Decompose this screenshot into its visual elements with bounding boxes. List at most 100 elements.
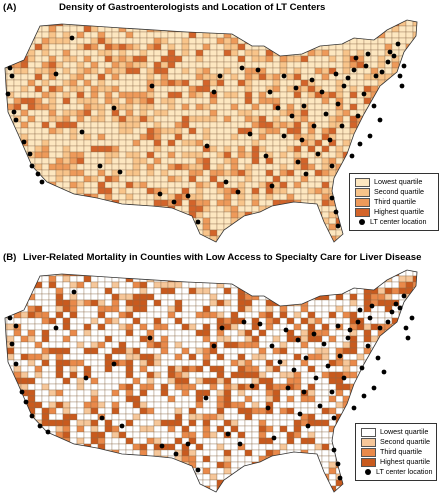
legend-label-second: Second quartile [374, 187, 424, 196]
lt-center-marker [385, 59, 391, 65]
lt-center-marker [9, 73, 15, 79]
lt-center-marker [351, 67, 357, 73]
lt-center-marker [395, 41, 401, 47]
swatch-highest [355, 207, 370, 217]
legend-label-highest: Highest quartile [380, 457, 430, 466]
lt-center-marker [393, 301, 399, 307]
lt-center-marker [327, 137, 333, 143]
lt-center-marker [305, 423, 311, 429]
lt-center-marker [403, 325, 409, 331]
lt-center-marker [267, 89, 273, 95]
lt-center-marker [157, 191, 163, 197]
legend-row-highest: Highest quartile [361, 457, 431, 467]
lt-center-marker [159, 443, 165, 449]
lt-center-marker [173, 451, 179, 457]
legend-row-lowest: Lowest quartile [361, 427, 431, 437]
lt-center-marker [71, 289, 77, 295]
lt-center-marker [391, 53, 397, 59]
lt-center-marker [185, 193, 191, 199]
lt-center-marker [265, 405, 271, 411]
lt-center-marker [397, 305, 403, 311]
lt-center-marker [299, 137, 305, 143]
lt-center-marker [303, 355, 309, 361]
lt-center-marker [23, 399, 29, 405]
lt-center-marker [111, 361, 117, 367]
us-outline [4, 269, 418, 493]
lt-center-marker [319, 89, 325, 95]
lt-center-marker [119, 423, 125, 429]
swatch-second [355, 187, 370, 197]
lt-center-marker [401, 293, 407, 299]
lt-center-marker [381, 369, 387, 375]
legend-row-lowest: Lowest quartile [355, 177, 433, 187]
lt-center-marker [313, 375, 319, 381]
lt-center-marker [337, 475, 343, 481]
legend-row-third: Third quartile [355, 197, 433, 207]
lt-center-marker [147, 335, 153, 341]
lt-center-marker [83, 375, 89, 381]
lt-center-marker [345, 75, 351, 81]
legend-label-third: Third quartile [374, 197, 416, 206]
lt-center-marker [335, 323, 341, 329]
lt-center-marker [211, 343, 217, 349]
lt-center-marker [291, 367, 297, 373]
lt-center-marker [29, 413, 35, 419]
lt-center-marker [117, 169, 123, 175]
lt-center-marker [329, 163, 335, 169]
lt-center-marker [329, 195, 335, 201]
panel-a-legend: Lowest quartile Second quartile Third qu… [349, 173, 439, 231]
panel-b: (B) Liver-Related Mortality in Counties … [0, 250, 439, 500]
lt-center-marker [53, 71, 59, 77]
lt-center-marker [13, 323, 19, 329]
lt-center-marker [339, 123, 345, 129]
lt-center-marker [385, 319, 391, 325]
panel-b-tag: (B) [3, 252, 17, 263]
lt-center-marker [373, 73, 379, 79]
lt-center-marker [337, 353, 343, 359]
panel-b-legend: Lowest quartile Second quartile Third qu… [355, 423, 437, 481]
lt-center-marker [355, 319, 361, 325]
us-county-map-gastroenterologist-density [4, 19, 418, 243]
lt-center-marker [53, 325, 59, 331]
lt-center-marker [297, 411, 303, 417]
lt-center-marker [99, 415, 105, 421]
lt-center-marker [367, 315, 373, 321]
swatch-lowest [361, 427, 376, 437]
lt-center-marker [357, 307, 363, 313]
lt-center-marker [353, 55, 359, 61]
lt-center-marker [203, 395, 209, 401]
lt-center-marker [379, 69, 385, 75]
lt-center-marker [361, 91, 367, 97]
lt-center-marker [195, 467, 201, 473]
lt-center-marker [11, 109, 17, 115]
swatch-second [361, 437, 376, 447]
lt-center-marker [45, 429, 51, 435]
lt-center-marker [331, 415, 337, 421]
legend-row-highest: Highest quartile [355, 207, 433, 217]
lt-center-marker [271, 435, 277, 441]
lt-center-marker [371, 103, 377, 109]
lt-center-marker [347, 327, 353, 333]
us-outline [4, 19, 418, 243]
lt-center-marker [7, 315, 13, 321]
lt-center-marker [301, 103, 307, 109]
lt-center-marker [359, 365, 365, 371]
legend-label-second: Second quartile [380, 437, 430, 446]
panel-a-tag: (A) [3, 2, 17, 13]
lt-center-marker [409, 315, 415, 321]
lt-center-marker [37, 423, 43, 429]
panel-a-heading: (A) Density of Gastroenterologists and L… [3, 2, 325, 13]
lt-center-marker [13, 361, 19, 367]
lt-center-marker [217, 73, 223, 79]
lt-center-marker [365, 343, 371, 349]
lt-center-marker [387, 49, 393, 55]
legend-row-second: Second quartile [355, 187, 433, 197]
lt-center-marker [185, 441, 191, 447]
lt-center-marker [301, 389, 307, 395]
lt-center-marker [237, 441, 243, 447]
lt-center-marker [361, 393, 367, 399]
lt-center-marker [329, 389, 335, 395]
lt-center-marker [333, 209, 339, 215]
lt-center-marker [323, 111, 329, 117]
swatch-third [355, 197, 370, 207]
